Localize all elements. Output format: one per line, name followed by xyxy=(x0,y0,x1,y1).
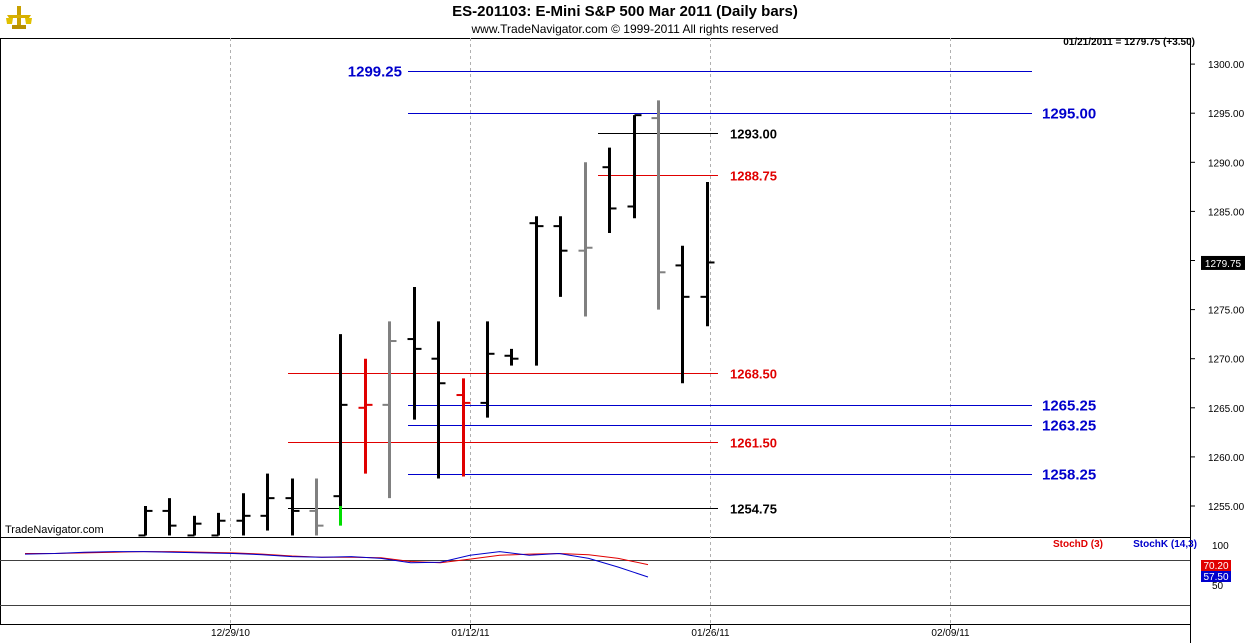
copyright-subtitle: www.TradeNavigator.com © 1999-2011 All r… xyxy=(471,22,779,36)
level-label: 1293.00 xyxy=(730,127,777,142)
last-price-info: 01/21/2011 = 1279.75 (+3.50) xyxy=(1063,37,1195,48)
y-tick-label: 1275.00 xyxy=(1208,306,1245,317)
level-label: 1261.50 xyxy=(730,436,777,451)
legend-stochd: StochD (3) xyxy=(1053,539,1103,550)
x-tick-label: 02/09/11 xyxy=(931,628,970,639)
y-tick-label: 1300.00 xyxy=(1208,60,1245,71)
stochk-line xyxy=(24,551,649,578)
osc-last-value-label: 57.50 xyxy=(1203,572,1228,583)
chart-title: ES-201103: E-Mini S&P 500 Mar 2011 (Dail… xyxy=(452,3,798,20)
level-label: 1254.75 xyxy=(730,502,777,517)
y-tick-label: 1290.00 xyxy=(1208,158,1245,169)
osc-last-value-box xyxy=(1201,560,1231,571)
y-tick-label: 1265.00 xyxy=(1208,404,1245,415)
level-label: 1288.75 xyxy=(730,169,777,184)
level-label: 1265.25 xyxy=(1042,398,1096,415)
y-tick-label: 1260.00 xyxy=(1208,453,1245,464)
x-tick-label: 12/29/10 xyxy=(211,628,250,639)
last-price-label: 1279.75 xyxy=(1205,259,1242,270)
osc-last-value-box xyxy=(1201,571,1231,582)
watermark: TradeNavigator.com xyxy=(5,524,104,536)
osc-y-tick-label: 100 xyxy=(1212,541,1229,552)
x-tick-label: 01/26/11 xyxy=(691,628,730,639)
y-tick-label: 1255.00 xyxy=(1208,502,1245,513)
y-tick-label: 1285.00 xyxy=(1208,207,1245,218)
level-label: 1295.00 xyxy=(1042,106,1096,123)
level-label: 1263.25 xyxy=(1042,418,1096,435)
level-label: 1299.25 xyxy=(348,64,402,81)
oscillator-panel-frame xyxy=(0,537,1191,625)
legend-stochk: StochK (14,3) xyxy=(1133,539,1197,550)
osc-last-value-label: 70.20 xyxy=(1203,561,1228,572)
level-label: 1268.50 xyxy=(730,367,777,382)
osc-y-tick-label: 50 xyxy=(1212,581,1224,592)
level-label: 1258.25 xyxy=(1042,467,1096,484)
y-tick-label: 1270.00 xyxy=(1208,355,1245,366)
last-price-box xyxy=(1201,255,1245,270)
trade-navigator-logo-icon xyxy=(6,6,32,29)
x-tick-label: 01/12/11 xyxy=(451,628,490,639)
y-tick-label: 1295.00 xyxy=(1208,109,1245,120)
